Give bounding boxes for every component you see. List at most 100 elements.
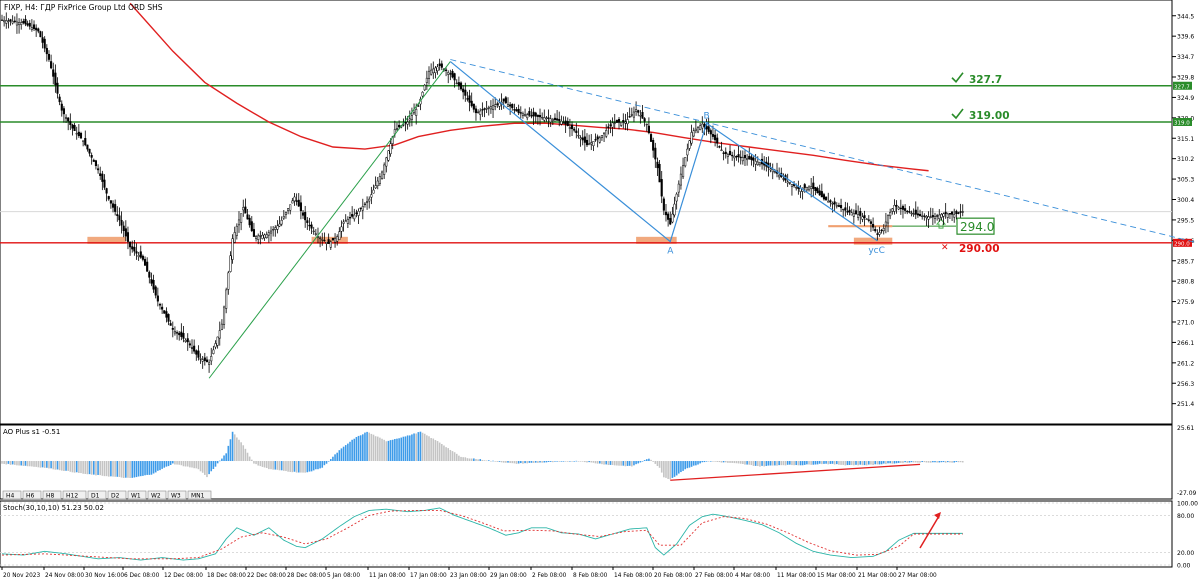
- time-label: 24 Nov 08:00: [45, 573, 84, 579]
- candle-body: [92, 159, 95, 162]
- candle-body: [844, 207, 847, 211]
- timeframe-button-h4[interactable]: H4: [2, 490, 22, 500]
- timeframe-button-h12[interactable]: H12: [62, 490, 87, 500]
- timeframe-button-w3[interactable]: W3: [167, 490, 187, 500]
- candle-body: [579, 137, 582, 140]
- timeframe-button-d2[interactable]: D2: [107, 490, 127, 500]
- timeframe-label: W3: [171, 493, 181, 500]
- ao-bar: [742, 461, 744, 464]
- timeframe-button-d1[interactable]: D1: [87, 490, 107, 500]
- candle-body: [327, 239, 330, 244]
- candle-body: [891, 208, 894, 212]
- candle-body: [694, 128, 697, 131]
- ao-bar: [537, 461, 539, 463]
- ao-bar: [216, 461, 219, 464]
- candle-body: [782, 178, 785, 180]
- ao-bar: [592, 461, 595, 463]
- candle-body: [506, 104, 510, 107]
- ao-bar: [887, 461, 889, 464]
- ao-bar: [575, 460, 578, 462]
- ao-bar: [680, 461, 682, 473]
- candle-body: [387, 150, 390, 161]
- candle-body: [0, 19, 4, 21]
- timeframe-button-w1[interactable]: W1: [127, 490, 147, 500]
- ao-bar: [793, 461, 795, 466]
- ao-bar: [596, 461, 599, 464]
- ao-bar: [97, 461, 99, 475]
- ao-bar: [754, 461, 757, 466]
- ao-bar: [801, 461, 804, 466]
- candle-body: [278, 223, 281, 227]
- candle-body: [329, 241, 332, 248]
- ao-bar: [428, 436, 430, 462]
- candle-body: [842, 208, 845, 211]
- candle-body: [32, 24, 36, 30]
- candle-body: [643, 118, 646, 122]
- ao-bar: [631, 461, 633, 467]
- candle-body: [496, 103, 499, 105]
- timeframe-button-h8[interactable]: H8: [42, 490, 62, 500]
- ao-bar: [366, 431, 368, 462]
- candle-body: [77, 131, 80, 136]
- candle-body: [459, 82, 463, 90]
- ao-bar: [906, 461, 909, 463]
- candle-body: [389, 143, 392, 155]
- candle-body: [370, 194, 373, 198]
- candle-body: [195, 350, 198, 355]
- candle-body: [957, 212, 960, 214]
- ao-bar: [396, 438, 398, 462]
- ao-bar: [925, 461, 928, 463]
- candle-body: [677, 183, 680, 193]
- candle-body: [255, 235, 258, 239]
- ao-bar: [99, 461, 102, 476]
- candle-body: [133, 246, 136, 252]
- candle-body: [769, 168, 772, 171]
- price-tick-label: 251.4: [1177, 401, 1194, 408]
- candle-body: [111, 203, 115, 208]
- ao-bar: [101, 461, 104, 476]
- candle-body: [395, 128, 399, 130]
- candle-body: [649, 134, 653, 142]
- candle-body: [874, 229, 877, 232]
- ao-bar: [321, 461, 324, 468]
- ao-bar: [394, 439, 396, 462]
- ao-bar: [302, 461, 304, 473]
- ao-bar: [214, 461, 217, 467]
- candle-body: [180, 331, 183, 337]
- ao-bar: [492, 460, 494, 462]
- ao-bar: [855, 461, 857, 465]
- candle-body: [199, 358, 202, 360]
- ao-bar: [125, 461, 127, 478]
- candle-body: [933, 216, 937, 219]
- time-label: 20 Feb 08:00: [654, 573, 692, 579]
- ao-bar: [376, 436, 379, 462]
- candle-body: [660, 179, 663, 197]
- ao-bar: [673, 461, 676, 477]
- ao-bar: [605, 461, 608, 465]
- ao-bar: [569, 461, 571, 462]
- ao-bar: [522, 461, 524, 464]
- ao-bar: [724, 461, 727, 463]
- ao-bar: [880, 461, 883, 465]
- level-axis-label: 327.7: [1174, 84, 1190, 90]
- ao-bar: [161, 461, 163, 469]
- ao-bar: [870, 461, 872, 465]
- candle-body: [485, 108, 488, 110]
- timeframe-button-bg: [42, 490, 62, 500]
- ao-bar: [458, 455, 460, 462]
- ao-bar: [769, 461, 772, 466]
- ao-bar: [157, 461, 159, 471]
- ao-bar: [483, 460, 486, 462]
- timeframe-button-h6[interactable]: H6: [22, 490, 42, 500]
- timeframe-button-mn1[interactable]: MN1: [187, 490, 212, 500]
- timeframe-button-w2[interactable]: W2: [147, 490, 167, 500]
- ao-bar: [927, 461, 930, 463]
- ao-bar: [776, 461, 778, 466]
- ao-tick-label: -27.09: [1177, 490, 1197, 497]
- timeframe-bar[interactable]: H4 H6 H8 H12 D1 D2 W1 W2 W3 MN1: [2, 490, 212, 500]
- ao-bar: [607, 461, 610, 466]
- candle-body: [216, 336, 219, 346]
- ao-bar: [485, 460, 488, 462]
